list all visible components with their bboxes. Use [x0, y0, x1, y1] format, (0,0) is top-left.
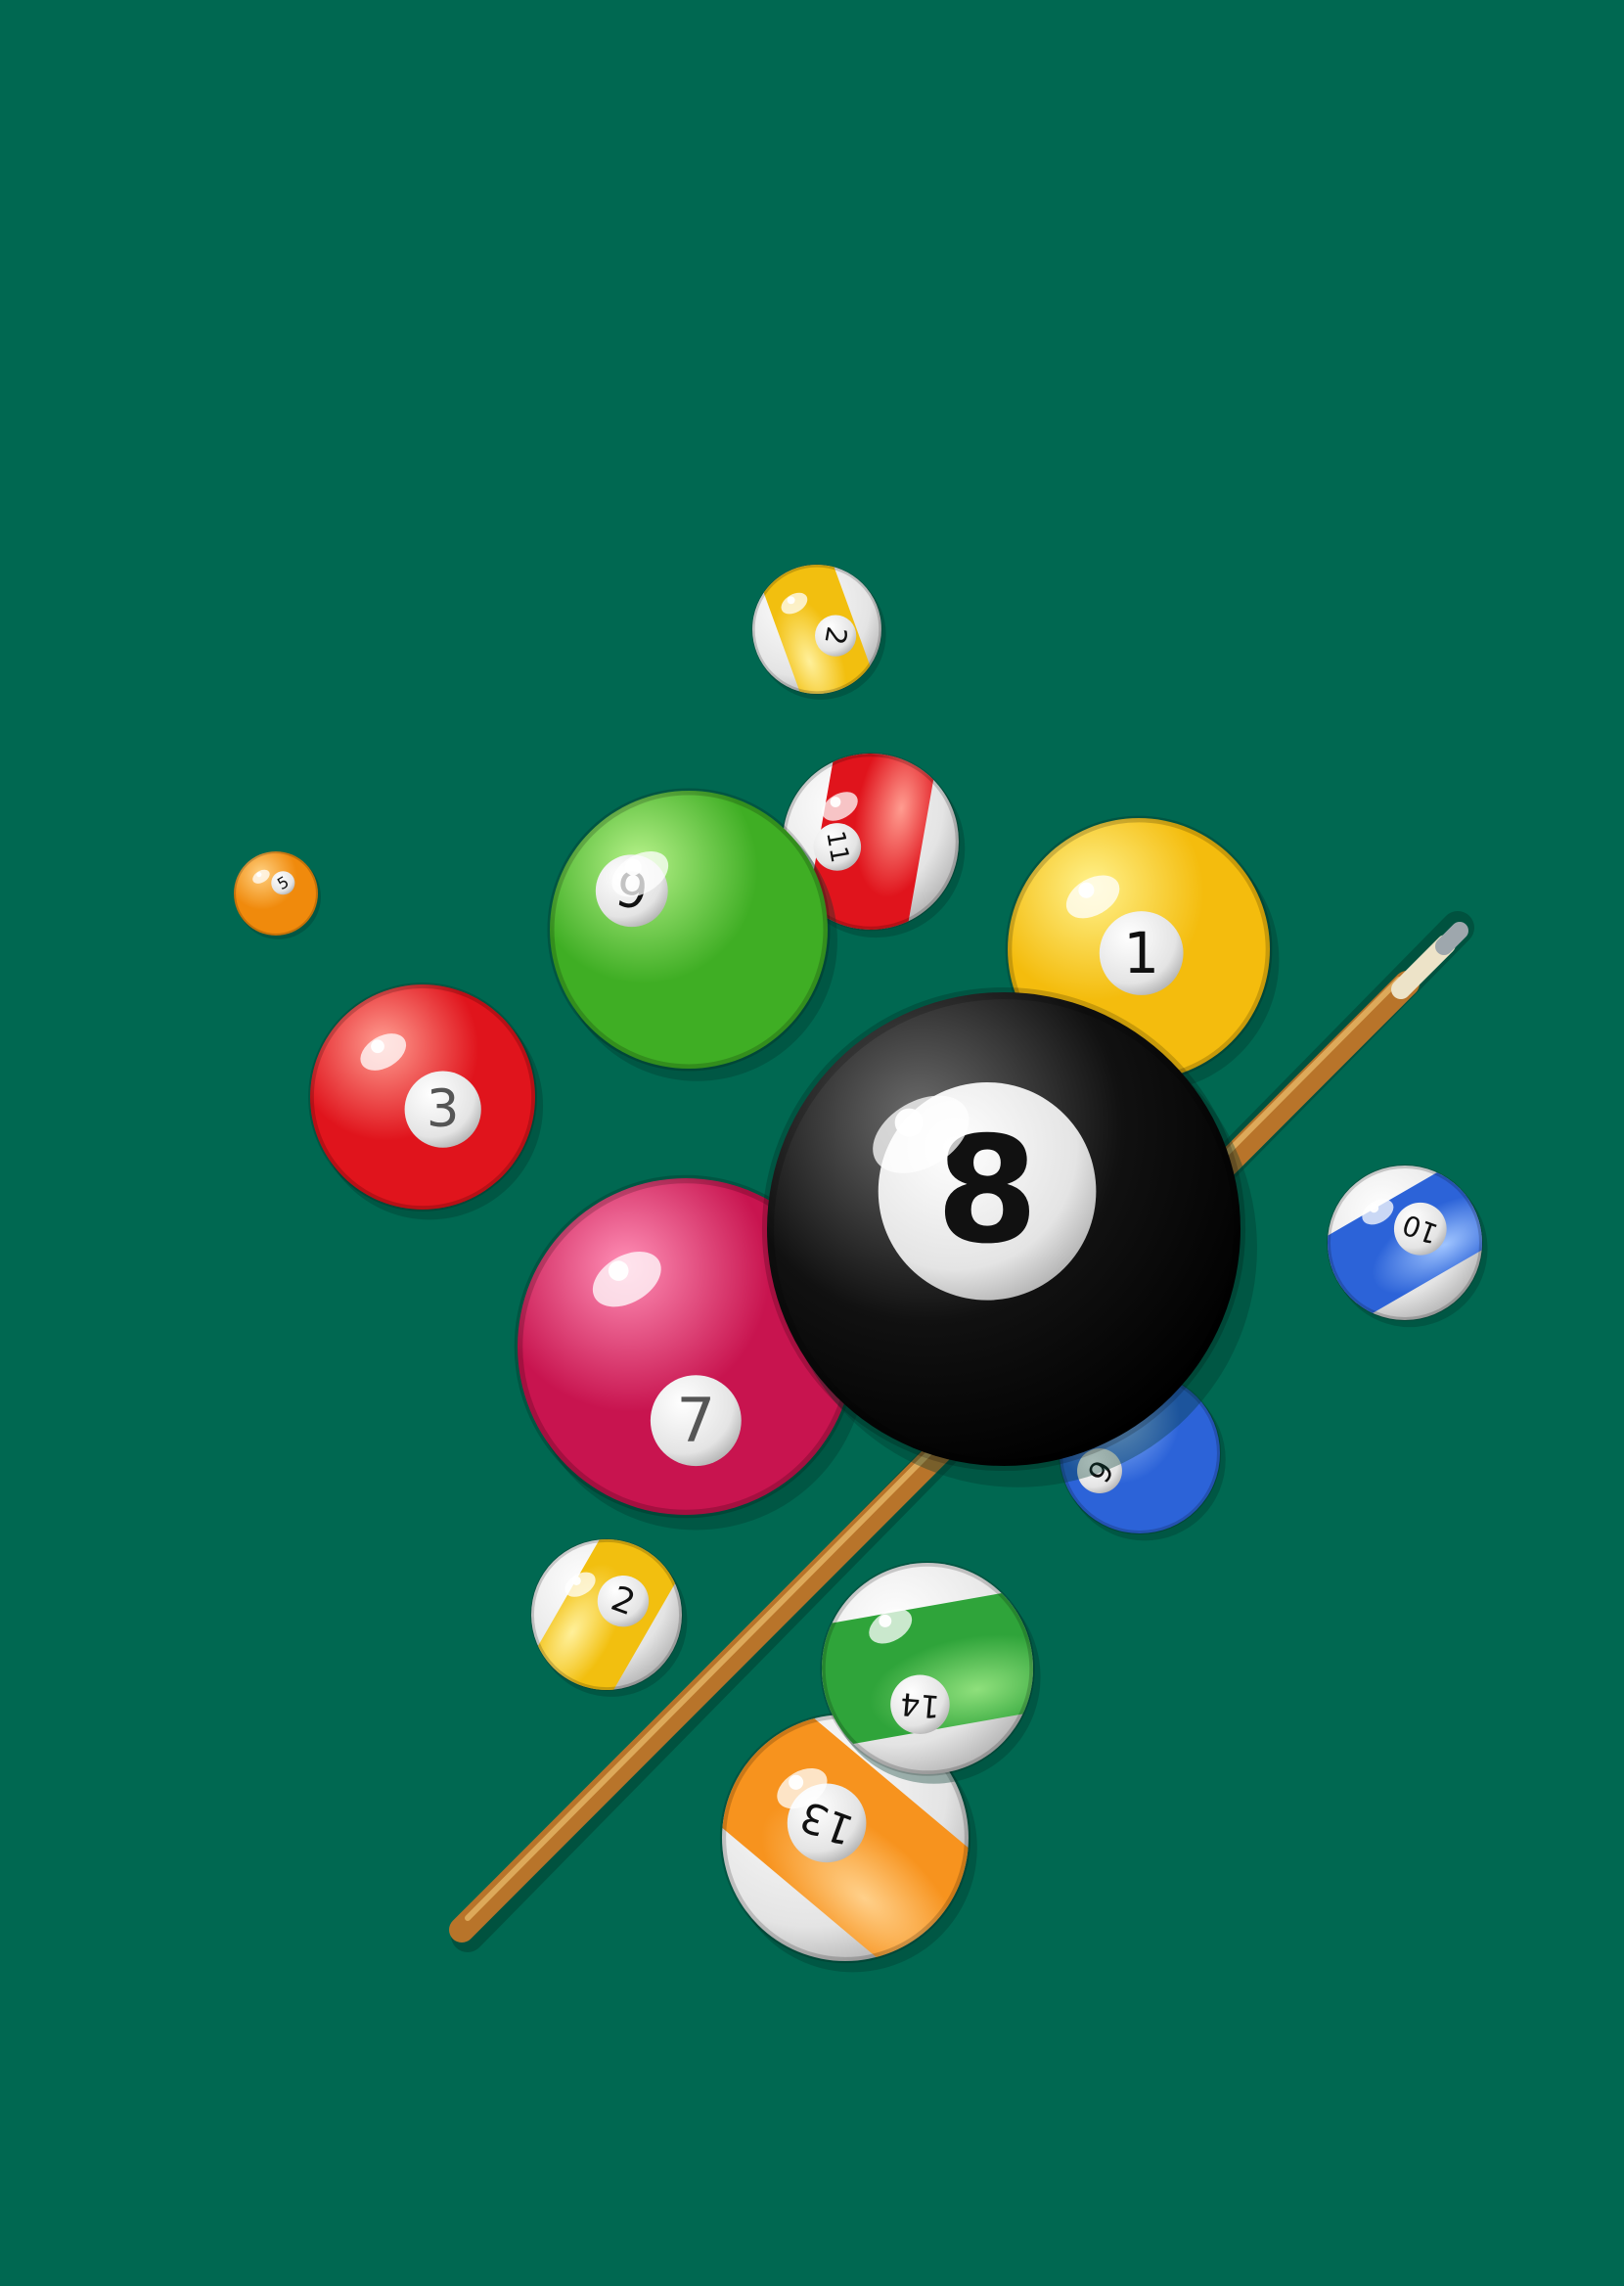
ball-6-badge [1077, 1448, 1122, 1494]
ball-11-number: 11 [820, 829, 854, 865]
ball-13-shine [777, 1767, 828, 1809]
ball-3-badge [404, 1071, 481, 1148]
ball-5-body [234, 851, 318, 936]
ball-1-number: 1 [1123, 920, 1159, 986]
ball-14: 14 [804, 1561, 1051, 1784]
ball-9-rim [547, 788, 831, 1072]
ball-10-glint [1369, 1203, 1379, 1213]
ball-11-badge [813, 823, 862, 871]
ball-14-rim [820, 1561, 1035, 1776]
ball-3-shine [360, 1033, 407, 1071]
ball-5-glint [256, 872, 262, 878]
ball-9: 9 [547, 788, 837, 1081]
ball-14-glint [879, 1614, 892, 1627]
ball-9-glint [624, 858, 642, 876]
ball-11: 11 [781, 739, 966, 944]
ball-11-stripe [801, 739, 940, 944]
ball-1-glint [1078, 882, 1095, 898]
ball-9-shine [611, 850, 669, 897]
ball-5-rim [233, 850, 319, 937]
ball-1-badge [1099, 911, 1184, 995]
ball-2-top-glint [787, 596, 795, 605]
ball-5-badge [271, 871, 295, 895]
ball-1-shine [1065, 875, 1120, 919]
ball-2-bottom-shine [564, 1572, 596, 1597]
ball-2-bottom-glint [571, 1576, 581, 1585]
ball-3: 3 [308, 983, 544, 1220]
ball-2-top: 2 [751, 546, 886, 712]
cue-shaft [449, 971, 1420, 1943]
ball-3-number: 3 [427, 1079, 460, 1139]
ball-14-shine [869, 1609, 913, 1644]
ball-8-rim [761, 986, 1246, 1472]
cue-tip [1435, 922, 1468, 955]
ball-2-bottom-rim [530, 1538, 683, 1691]
ball-5: 5 [233, 850, 322, 939]
ball-11-shine [822, 792, 858, 821]
ball-2-top-badge [815, 615, 857, 657]
balls-layer: 13142671810311925 [233, 546, 1509, 1989]
ball-13-glint [789, 1774, 804, 1790]
ball-14-number: 14 [899, 1685, 941, 1723]
ball-10: 10 [1301, 1157, 1509, 1329]
ball-2-top-rim [751, 564, 882, 695]
ball-7-badge [650, 1375, 742, 1467]
ball-3-glint [371, 1039, 384, 1054]
ball-8: 8 [761, 986, 1257, 1487]
ball-14-stripe [804, 1585, 1051, 1752]
ball-10-shine [1362, 1199, 1394, 1225]
ball-10-rim [1327, 1165, 1483, 1321]
ball-2-top-shine [781, 592, 808, 615]
ball-10-badge [1393, 1202, 1447, 1256]
ball-11-glint [830, 797, 841, 807]
ball-13: 13 [686, 1687, 1005, 1989]
ball-7-shine [592, 1252, 661, 1307]
ball-8-glint [894, 1108, 924, 1137]
ball-2-bottom: 2 [523, 1514, 690, 1715]
ball-2-bottom-badge [597, 1575, 650, 1627]
ball-2-top-number: 2 [818, 624, 853, 648]
ball-14-badge [890, 1674, 950, 1734]
ball-7-number: 7 [676, 1385, 715, 1456]
ball-3-rim [308, 983, 537, 1212]
ball-7-glint [608, 1260, 629, 1281]
ball-8-shine [873, 1095, 970, 1173]
ball-5-shine [252, 869, 270, 884]
